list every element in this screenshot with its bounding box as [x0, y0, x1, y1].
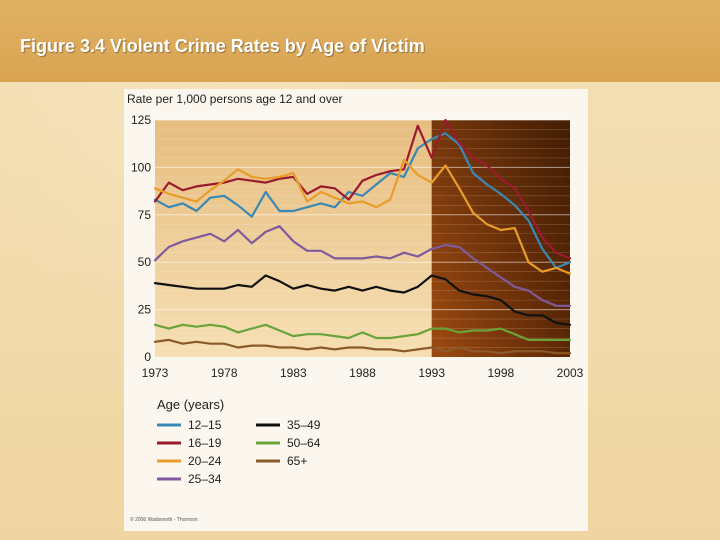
series-line-12–15	[153, 132, 572, 269]
y-tick-label: 100	[131, 160, 151, 174]
legend-label-35–49: 35–49	[287, 418, 321, 432]
axis-labels: 0 25 50 75 100 125 1973 1978 1983 1988 1993 1998 200…	[131, 113, 584, 380]
legend-label-25–34: 25–34	[188, 472, 222, 486]
x-tick-label: 1993	[418, 366, 445, 380]
legend-title: Age (years)	[157, 397, 224, 412]
copyright-text: © 2006 Wadsworth - Thomson	[130, 517, 198, 523]
y-tick-label: 125	[131, 113, 151, 127]
x-tick-label: 2003	[557, 366, 584, 380]
legend-label-20–24: 20–24	[188, 454, 222, 468]
x-tick-label: 1978	[211, 366, 238, 380]
x-tick-label: 1973	[142, 366, 169, 380]
x-tick-label: 1998	[487, 366, 514, 380]
plot-area-shaded-overlay	[431, 120, 570, 357]
y-axis-label: Rate per 1,000 persons age 12 and over	[127, 92, 342, 106]
series-line-65+	[153, 338, 572, 355]
x-tick-label: 1988	[349, 366, 376, 380]
legend-label-65+: 65+	[287, 454, 307, 468]
x-tick-label: 1983	[280, 366, 307, 380]
series-line-25–34	[153, 225, 572, 307]
series-lines	[153, 118, 572, 355]
legend-label-16–19: 16–19	[188, 436, 222, 450]
y-tick-label: 0	[144, 350, 151, 364]
line-chart: 0 25 50 75 100 125 1973 1978 1983 1988 1993 1998 200…	[127, 92, 584, 486]
gridlines	[155, 119, 570, 348]
series-line-20–24	[153, 158, 572, 275]
plot-background	[155, 120, 570, 357]
series-line-16–19	[153, 118, 572, 260]
title-band	[0, 0, 720, 82]
y-tick-label: 25	[138, 303, 152, 317]
legend-label-12–15: 12–15	[188, 418, 222, 432]
y-tick-label: 75	[138, 208, 152, 222]
y-tick-label: 50	[138, 255, 152, 269]
slide-title: Figure 3.4 Violent Crime Rates by Age of…	[20, 36, 425, 56]
legend-label-50–64: 50–64	[287, 436, 321, 450]
legend: Age (years) 12–15 16–19 20–24 25–34 35–49 50–6…	[157, 397, 321, 486]
series-line-50–64	[153, 323, 572, 341]
series-line-35–49	[153, 274, 572, 326]
figure-card: 0 25 50 75 100 125 1973 1978 1983 1988 1993 1998 200…	[124, 89, 588, 531]
plot-area-light	[155, 120, 432, 357]
